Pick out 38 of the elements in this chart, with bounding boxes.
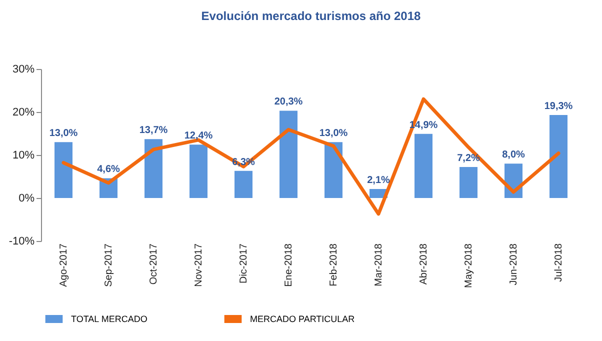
x-tick-label: Sep-2017 bbox=[104, 243, 114, 287]
legend-label: TOTAL MERCADO bbox=[71, 314, 148, 324]
data-label: 13,0% bbox=[319, 128, 348, 140]
y-tick-label: 10% bbox=[12, 150, 35, 162]
x-tick-label: Abr-2018 bbox=[418, 243, 430, 285]
x-tick-label: Dic-2017 bbox=[238, 243, 250, 284]
bar bbox=[54, 142, 72, 198]
data-label: 13,7% bbox=[139, 125, 168, 136]
chart-title: Evolución mercado turismos año 2018 bbox=[201, 9, 422, 23]
data-label: 20,3% bbox=[274, 96, 303, 108]
bar bbox=[414, 134, 432, 198]
data-label: 2,1% bbox=[367, 174, 390, 186]
legend-label: MERCADO PARTICULAR bbox=[250, 314, 356, 324]
y-tick-label: 30% bbox=[12, 64, 35, 76]
x-tick-label: Jun-2018 bbox=[508, 243, 520, 286]
y-tick-label: -10% bbox=[8, 236, 35, 248]
bar bbox=[144, 139, 162, 198]
data-label: 12,4% bbox=[184, 130, 213, 142]
x-tick-label: Jul-2018 bbox=[554, 243, 564, 282]
y-tick-label: 0% bbox=[18, 192, 35, 204]
bar bbox=[324, 142, 342, 198]
bar bbox=[280, 110, 298, 198]
data-label: 13,0% bbox=[49, 128, 78, 140]
data-label: 4,6% bbox=[97, 164, 120, 176]
bar bbox=[190, 144, 208, 198]
x-tick-label: Oct-2017 bbox=[148, 243, 160, 285]
bar bbox=[550, 115, 568, 198]
bar bbox=[460, 167, 478, 198]
data-label: 8,0% bbox=[502, 150, 526, 161]
x-tick-label: May-2018 bbox=[464, 243, 474, 288]
data-label: 19,3% bbox=[544, 101, 573, 112]
x-tick-label: Mar-2018 bbox=[374, 243, 384, 286]
x-tick-label: Nov-2017 bbox=[194, 243, 204, 287]
y-tick-label: 20% bbox=[12, 106, 35, 118]
x-tick-label: Ago-2017 bbox=[58, 243, 70, 287]
bar bbox=[234, 170, 252, 198]
x-tick-label: Ene-2018 bbox=[284, 243, 294, 287]
x-tick-label: Feb-2018 bbox=[328, 243, 340, 286]
